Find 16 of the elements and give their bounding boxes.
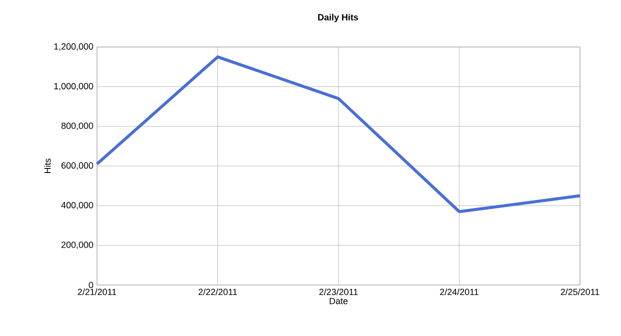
x-tick-label: 2/24/2011 xyxy=(440,288,478,296)
y-tick-label: 400,000 xyxy=(61,202,94,210)
x-axis-title: Date xyxy=(330,298,348,304)
y-tick-label: 0 xyxy=(88,282,94,288)
y-tick-label: 200,000 xyxy=(62,242,94,250)
line-series xyxy=(96,55,582,214)
x-tick-label: 2/23/2011 xyxy=(319,288,358,296)
y-tick-label: 600,000 xyxy=(62,162,94,170)
x-tick-label: 2/21/2011 xyxy=(78,288,116,296)
x-tick-label: 2/25/2011 xyxy=(560,288,600,296)
y-tick-label: 800,000 xyxy=(61,122,94,130)
y-tick-label: 1,000,000 xyxy=(54,82,94,90)
chart-title: Daily Hits xyxy=(318,14,358,22)
y-tick-label: 1,200,000 xyxy=(54,43,94,51)
y-axis-title: Hits xyxy=(44,158,51,173)
x-tick-label: 2/22/2011 xyxy=(198,288,237,296)
